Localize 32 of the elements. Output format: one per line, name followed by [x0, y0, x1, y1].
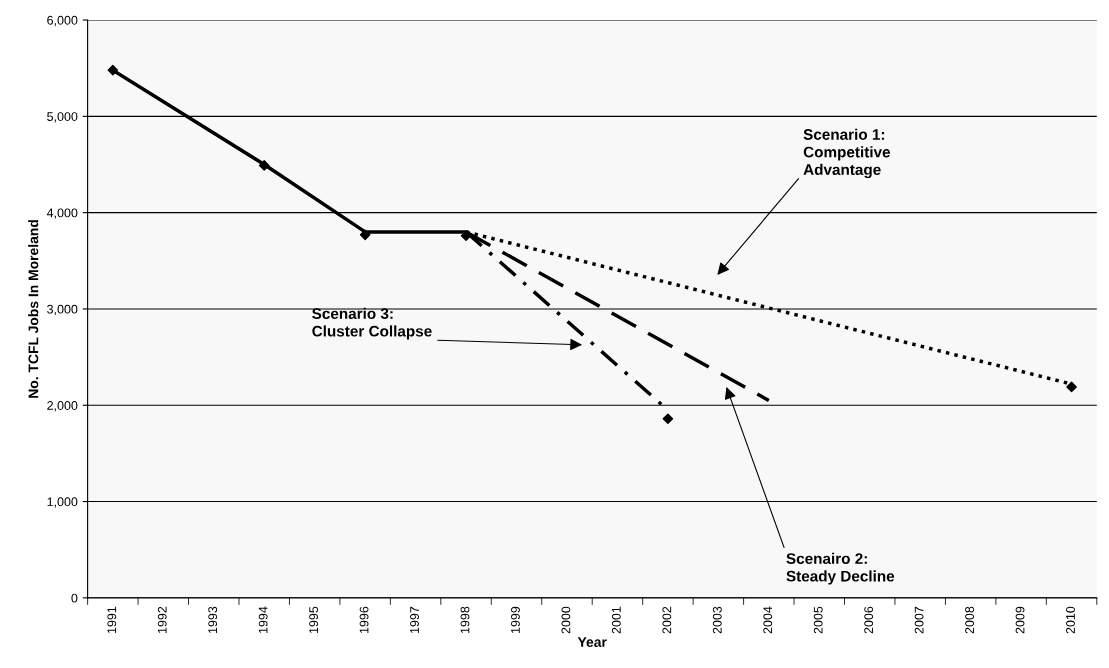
x-tick-label: 1993: [208, 606, 218, 634]
x-tick-label: 2005: [813, 606, 823, 634]
x-axis-title: Year: [577, 637, 607, 647]
y-tick-label: 4,000: [46, 208, 78, 219]
x-tick-label: 1994: [258, 606, 268, 634]
y-tick-label: 5,000: [47, 112, 78, 123]
annotation: Scenairo 2: Steady Decline: [786, 552, 895, 585]
y-tick-label: 2,000: [47, 401, 78, 412]
x-tick-label: 2004: [763, 606, 773, 634]
y-axis-title: No. TCFL Jobs In Moreland: [28, 220, 39, 398]
x-tick-label: 2001: [611, 606, 621, 634]
y-tick-label: 6,000: [47, 15, 78, 27]
x-tick-label: 1995: [309, 606, 319, 634]
x-tick-label: 2007: [914, 606, 924, 634]
x-tick-label: 1999: [511, 606, 520, 634]
x-tick-label: 1996: [359, 606, 369, 634]
y-tick-label: 3,000: [47, 304, 78, 316]
x-tick-label: 2008: [965, 606, 975, 634]
y-tick-label: 1,000: [47, 497, 78, 508]
x-tick-label: 2002: [662, 606, 672, 634]
x-tick-label: 1991: [107, 606, 117, 634]
x-tick-label: 1998: [460, 606, 470, 634]
x-tick-label: 2003: [712, 606, 722, 634]
annotation: Scenario 1: Competitive Advantage: [803, 128, 891, 179]
x-tick-label: 1992: [157, 606, 167, 634]
x-tick-label: 2009: [1015, 606, 1025, 634]
x-tick-label: 1997: [410, 606, 419, 634]
annotation: Scenario 3: Cluster Collapse: [312, 307, 432, 340]
y-tick-label: 0: [71, 593, 78, 603]
x-tick-label: 2010: [1066, 606, 1075, 634]
x-tick-label: 2006: [864, 606, 874, 634]
x-tick-label: 2000: [561, 606, 571, 634]
